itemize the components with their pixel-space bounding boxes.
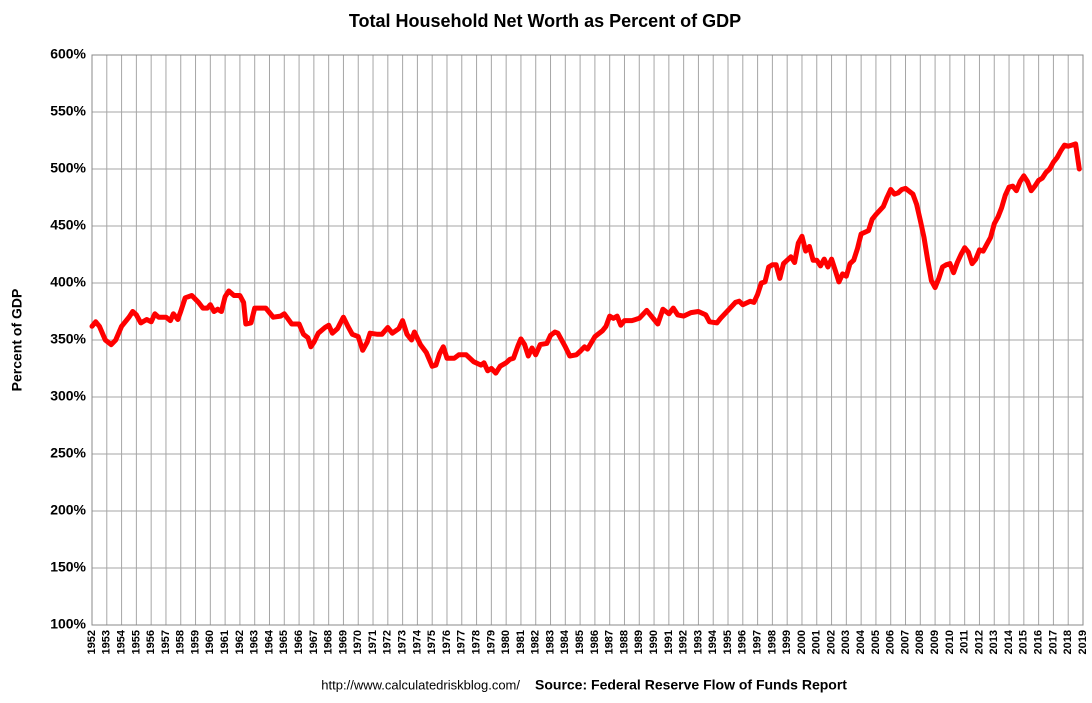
y-tick-label: 400% <box>50 274 86 290</box>
x-tick-label: 1959 <box>189 630 201 654</box>
x-tick-label: 1966 <box>293 630 305 654</box>
y-tick-label: 300% <box>50 388 86 404</box>
x-tick-label: 1983 <box>544 630 556 654</box>
x-tick-label: 1984 <box>559 629 571 654</box>
y-tick-label: 100% <box>50 616 86 632</box>
x-tick-label: 2003 <box>840 630 852 654</box>
x-tick-label: 1955 <box>130 630 142 654</box>
x-tick-label: 2001 <box>811 630 823 654</box>
y-tick-label: 550% <box>50 103 86 119</box>
y-tick-label: 600% <box>50 46 86 62</box>
x-tick-label: 2007 <box>899 630 911 654</box>
x-tick-label: 1958 <box>175 630 187 654</box>
x-tick-label: 2002 <box>825 630 837 654</box>
x-tick-label: 1964 <box>263 629 275 654</box>
x-tick-label: 2010 <box>944 630 956 654</box>
x-tick-label: 1953 <box>101 630 113 654</box>
x-tick-label: 2009 <box>929 630 941 654</box>
x-tick-label: 1963 <box>249 630 261 654</box>
x-tick-label: 1991 <box>663 630 675 654</box>
x-tick-label: 1965 <box>278 630 290 654</box>
x-tick-label: 1997 <box>752 630 764 654</box>
x-tick-label: 2017 <box>1047 630 1059 654</box>
y-tick-label: 500% <box>50 160 86 176</box>
x-tick-label: 1978 <box>470 630 482 654</box>
x-tick-label: 1995 <box>722 630 734 654</box>
x-tick-label: 1982 <box>530 630 542 654</box>
x-tick-label: 2012 <box>973 630 985 654</box>
x-tick-label: 1961 <box>219 630 231 654</box>
x-tick-label: 2018 <box>1062 630 1074 654</box>
x-tick-label: 1970 <box>352 630 364 654</box>
y-tick-label: 350% <box>50 331 86 347</box>
y-tick-label: 150% <box>50 559 86 575</box>
x-tick-label: 1993 <box>692 630 704 654</box>
x-tick-label: 1956 <box>145 630 157 654</box>
y-tick-label: 250% <box>50 445 86 461</box>
x-tick-label: 1967 <box>308 630 320 654</box>
x-tick-label: 1986 <box>589 630 601 654</box>
x-tick-label: 2015 <box>1018 630 1030 654</box>
x-tick-label: 1960 <box>204 630 216 654</box>
x-tick-label: 1975 <box>426 630 438 654</box>
x-tick-label: 1974 <box>411 629 423 654</box>
x-tick-label: 2016 <box>1033 630 1045 654</box>
y-tick-label: 200% <box>50 502 86 518</box>
x-tick-label: 2000 <box>796 630 808 654</box>
x-tick-label: 1979 <box>485 630 497 654</box>
x-tick-label: 1994 <box>707 629 719 654</box>
x-tick-label: 1976 <box>441 630 453 654</box>
x-tick-label: 1952 <box>86 630 98 654</box>
x-tick-label: 1972 <box>382 630 394 654</box>
x-tick-label: 2011 <box>959 630 971 654</box>
x-tick-label: 2019 <box>1077 630 1089 654</box>
x-tick-label: 1981 <box>515 630 527 654</box>
y-tick-label: 450% <box>50 217 86 233</box>
x-tick-label: 1987 <box>604 630 616 654</box>
x-tick-label: 1977 <box>456 630 468 654</box>
x-tick-label: 2006 <box>885 630 897 654</box>
x-tick-label: 1969 <box>337 630 349 654</box>
x-tick-label: 2004 <box>855 629 867 654</box>
x-tick-label: 1998 <box>766 630 778 654</box>
plot-border <box>91 54 1084 626</box>
x-tick-label: 1985 <box>574 630 586 654</box>
x-tick-label: 1962 <box>234 630 246 654</box>
x-tick-label: 1990 <box>648 630 660 654</box>
y-axis-label: Percent of GDP <box>9 289 25 392</box>
x-tick-label: 1999 <box>781 630 793 654</box>
source-url: http://www.calculatedriskblog.com/ <box>321 677 520 692</box>
x-tick-label: 1988 <box>618 630 630 654</box>
x-tick-label: 2013 <box>988 630 1000 654</box>
x-tick-label: 1973 <box>397 630 409 654</box>
x-tick-label: 2008 <box>914 630 926 654</box>
x-tick-label: 1992 <box>678 630 690 654</box>
chart-title: Total Household Net Worth as Percent of … <box>349 11 741 31</box>
x-tick-label: 1971 <box>367 630 379 654</box>
x-tick-label: 1954 <box>115 629 127 654</box>
x-tick-label: 1996 <box>737 630 749 654</box>
data-line <box>89 141 1082 376</box>
x-tick-label: 2014 <box>1003 629 1015 654</box>
x-tick-label: 1968 <box>323 630 335 654</box>
x-tick-label: 1957 <box>160 630 172 654</box>
x-tick-label: 1980 <box>500 630 512 654</box>
x-tick-label: 1989 <box>633 630 645 654</box>
x-tick-label: 2005 <box>870 630 882 654</box>
source-note: Source: Federal Reserve Flow of Funds Re… <box>535 677 847 693</box>
